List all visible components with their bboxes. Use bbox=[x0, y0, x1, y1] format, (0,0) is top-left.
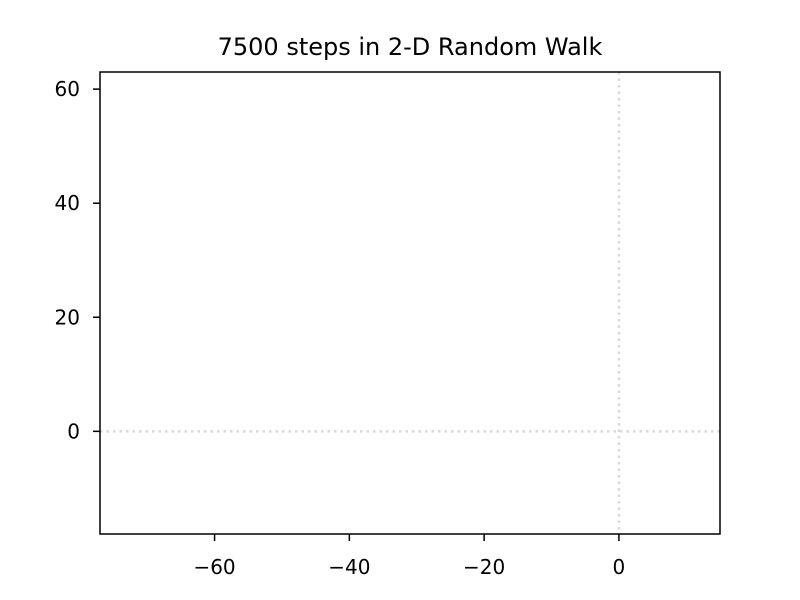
x-tick-label: −60 bbox=[193, 555, 235, 579]
x-tick-label: 0 bbox=[613, 555, 626, 579]
x-axis: −60 −40 −20 0 bbox=[193, 534, 625, 579]
y-tick-label: 40 bbox=[55, 191, 80, 215]
y-axis: 0 20 40 60 bbox=[55, 77, 100, 443]
x-tick-label: −40 bbox=[328, 555, 370, 579]
reference-lines bbox=[100, 72, 720, 534]
plot-area-frame bbox=[99, 71, 721, 535]
y-tick-label: 0 bbox=[67, 419, 80, 443]
y-tick-label: 60 bbox=[55, 77, 80, 101]
x-tick-label: −20 bbox=[463, 555, 505, 579]
y-tick-label: 20 bbox=[55, 305, 80, 329]
chart-title: 7500 steps in 2-D Random Walk bbox=[218, 33, 603, 61]
